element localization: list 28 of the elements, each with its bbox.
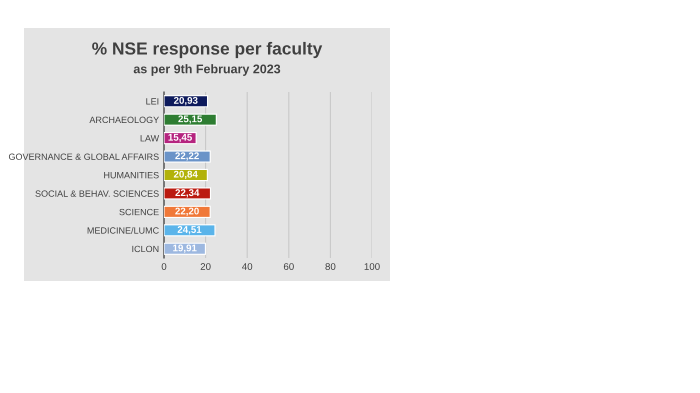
- y-tick-label: HUMANITIES: [104, 172, 159, 178]
- x-tick-label: 20: [200, 263, 211, 270]
- data-label: 20,93: [174, 96, 198, 106]
- data-label: 22,22: [175, 152, 199, 161]
- chart-title: % NSE response per faculty: [92, 42, 322, 58]
- y-tick-label: LEI: [146, 98, 158, 104]
- y-tick-label: LAW: [140, 135, 160, 142]
- y-tick-label: MEDICINE/LUMC: [88, 227, 159, 234]
- y-tick-label: GOVERNANCE & GLOBAL AFFAIRS: [8, 154, 159, 160]
- x-tick-label: 80: [325, 263, 336, 270]
- y-tick-label: SOCIAL & BEHAV. SCIENCES: [35, 190, 159, 197]
- data-label: 25,15: [178, 115, 202, 124]
- data-label: 24,51: [178, 226, 202, 234]
- x-tick-label: 100: [364, 263, 380, 270]
- y-tick-label: ICLON: [132, 246, 158, 252]
- chart-subtitle: as per 9th February 2023: [134, 64, 280, 76]
- data-label: 20,84: [174, 170, 198, 180]
- data-label: 22,34: [175, 189, 200, 198]
- data-label: 19,91: [173, 244, 197, 253]
- y-tick-label: ARCHAEOLOGY: [89, 116, 159, 124]
- bar: [164, 224, 216, 236]
- x-tick-label: 40: [242, 263, 252, 270]
- x-tick-label: 60: [284, 263, 294, 270]
- data-label: 22,20: [175, 208, 199, 216]
- data-label: 15,45: [168, 134, 192, 142]
- y-tick-label: SCIENCE: [119, 208, 159, 216]
- x-tick-label: 0: [162, 263, 166, 270]
- bar: [164, 114, 217, 126]
